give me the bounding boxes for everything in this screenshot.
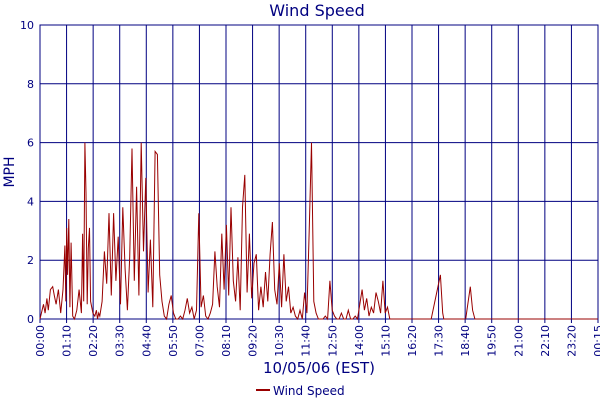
chart-title: Wind Speed xyxy=(269,1,364,20)
x-tick-label: 16:20 xyxy=(406,325,419,357)
x-tick-label: 11:40 xyxy=(300,325,313,357)
x-axis-title: 10/05/06 (EST) xyxy=(263,359,375,377)
x-tick-label: 15:10 xyxy=(379,325,392,357)
x-tick-label: 04:40 xyxy=(140,325,153,357)
x-tick-label: 03:30 xyxy=(114,325,127,357)
y-tick-label: 4 xyxy=(27,195,34,208)
y-tick-label: 6 xyxy=(27,137,34,150)
x-tick-label: 00:15 xyxy=(592,325,600,357)
x-tick-label: 21:00 xyxy=(512,325,525,357)
x-tick-label: 02:20 xyxy=(87,325,100,357)
series-line-wind-speed xyxy=(39,142,598,321)
x-tick-label: 01:10 xyxy=(61,325,74,357)
x-tick-label: 18:40 xyxy=(459,325,472,357)
x-tick-label: 08:10 xyxy=(220,325,233,357)
y-tick-label: 0 xyxy=(27,313,34,326)
x-tick-label: 14:00 xyxy=(353,325,366,357)
x-tick-label: 05:50 xyxy=(167,325,180,357)
x-tick-label: 19:50 xyxy=(486,325,499,357)
legend: Wind Speed xyxy=(256,384,345,398)
axis-layer: 0 2 4 6 8 10 00:00 01:10 02:20 03:30 04:40 05:50 07:… xyxy=(20,19,600,357)
plot-area xyxy=(39,24,599,320)
y-tick-label: 10 xyxy=(20,19,34,32)
x-tick-label: 10:30 xyxy=(273,325,286,357)
legend-label-wind-speed: Wind Speed xyxy=(273,384,345,398)
x-tick-label: 07:00 xyxy=(193,325,206,357)
y-axis-title: MPH xyxy=(2,156,18,187)
x-tick-label: 00:00 xyxy=(34,325,47,357)
series-layer xyxy=(39,142,598,321)
x-tick-label: 22:10 xyxy=(539,325,552,357)
x-tick-label: 12:50 xyxy=(326,325,339,357)
x-tick-label: 23:20 xyxy=(565,325,578,357)
grid-layer xyxy=(39,24,599,320)
x-tick-label: 17:30 xyxy=(433,325,446,357)
y-tick-label: 8 xyxy=(27,78,34,91)
x-tick-label: 09:20 xyxy=(247,325,260,357)
y-tick-label: 2 xyxy=(27,254,34,267)
